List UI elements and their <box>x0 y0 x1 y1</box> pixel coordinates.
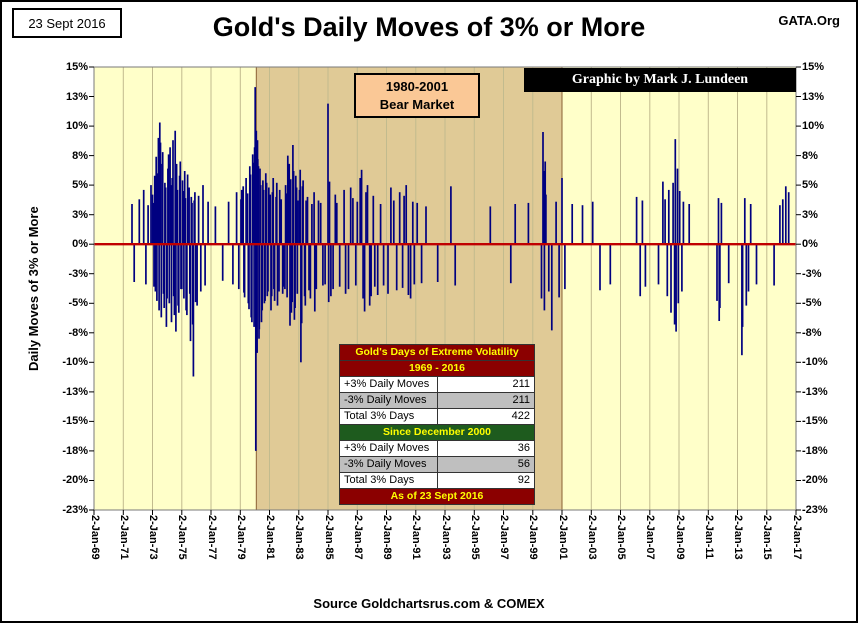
source-label: Source Goldchartsrus.com & COMEX <box>313 596 545 611</box>
y-tick-label-left: 8% <box>72 150 88 162</box>
x-tick-label: 2-Jan-89 <box>381 515 393 560</box>
x-tick-label: 2-Jan-07 <box>644 515 657 560</box>
credit-banner: Graphic by Mark J. Lundeen <box>524 68 796 92</box>
stats-row-value: 422 <box>436 408 535 425</box>
volatility-stats-table: Gold's Days of Extreme Volatility 1969 - … <box>339 344 535 505</box>
x-tick-label: 2-Jan-01 <box>556 515 569 560</box>
x-tick-label: 2-Jan-15 <box>761 515 774 560</box>
stats-title-row: Gold's Days of Extreme Volatility <box>339 344 535 361</box>
x-tick-label: 2-Jan-95 <box>468 515 481 560</box>
date-label: 23 Sept 2016 <box>28 15 106 31</box>
y-tick-label-left: -13% <box>62 386 88 398</box>
x-tick-label: 2-Jan-13 <box>732 515 744 560</box>
y-tick-label-right: 0% <box>802 238 818 250</box>
stats-section-header-row: 1969 - 2016 <box>339 360 535 377</box>
y-tick-label-left: -23% <box>62 504 88 516</box>
x-tick-label: 2-Jan-17 <box>790 515 803 560</box>
x-tick-label: 2-Jan-77 <box>205 515 218 560</box>
y-tick-label-right: -5% <box>802 297 822 309</box>
x-tick-label: 2-Jan-81 <box>264 515 276 560</box>
stats-row-label: Total 3% Days <box>339 472 438 489</box>
y-tick-label-left: -8% <box>68 327 88 339</box>
stats-row-label: -3% Daily Moves <box>339 456 438 473</box>
stats-title: Gold's Days of Extreme Volatility <box>339 344 535 361</box>
x-tick-label: 2-Jan-03 <box>585 515 598 560</box>
y-tick-label-right: 8% <box>802 150 818 162</box>
y-tick-label-right: -20% <box>802 474 828 486</box>
x-tick-label: 2-Jan-93 <box>439 515 452 560</box>
y-tick-label-left: 3% <box>72 209 88 221</box>
stats-row-value: 211 <box>436 376 535 393</box>
x-tick-label: 2-Jan-09 <box>673 515 686 560</box>
date-box: 23 Sept 2016 <box>12 8 122 38</box>
stats-section-header: Since December 2000 <box>339 424 535 441</box>
x-tick-label: 2-Jan-69 <box>88 515 101 560</box>
y-tick-label-right: 13% <box>802 91 825 103</box>
stats-row-label: -3% Daily Moves <box>339 392 438 409</box>
x-tick-label: 2-Jan-91 <box>410 515 423 560</box>
x-tick-label: 2-Jan-75 <box>176 515 189 560</box>
stats-row-label: Total 3% Days <box>339 408 438 425</box>
bear-market-line2: Bear Market <box>379 96 455 112</box>
x-tick-label: 2-Jan-71 <box>117 515 130 560</box>
stats-section-header-row: Since December 2000 <box>339 424 535 441</box>
y-tick-label-left: 5% <box>72 179 88 191</box>
stats-row-value: 56 <box>436 456 535 473</box>
stats-row: Total 3% Days 92 <box>339 472 535 489</box>
stats-row: +3% Daily Moves 36 <box>339 440 535 457</box>
stats-row-label: +3% Daily Moves <box>339 440 438 457</box>
stats-row-value: 211 <box>436 392 535 409</box>
bear-market-annotation: 1980-2001 Bear Market <box>354 73 480 118</box>
x-tick-label: 2-Jan-05 <box>615 515 627 560</box>
page-title: Gold's Daily Moves of 3% or More <box>212 12 646 42</box>
stats-row-value: 36 <box>436 440 535 457</box>
y-tick-label-right: -3% <box>802 268 822 280</box>
stats-footer-row: As of 23 Sept 2016 <box>339 488 535 505</box>
stats-row: +3% Daily Moves 211 <box>339 376 535 393</box>
x-tick-label: 2-Jan-83 <box>293 515 306 560</box>
x-tick-label: 2-Jan-85 <box>322 515 335 560</box>
y-tick-label-right: -15% <box>802 415 828 427</box>
y-tick-label-left: -5% <box>68 297 88 309</box>
y-tick-label-left: -20% <box>62 474 88 486</box>
y-tick-label-left: -15% <box>62 415 88 427</box>
y-tick-label-right: 15% <box>802 61 825 73</box>
stats-row: Total 3% Days 422 <box>339 408 535 425</box>
bear-market-line1: 1980-2001 <box>385 78 449 94</box>
stats-row-label: +3% Daily Moves <box>339 376 438 393</box>
stats-footer: As of 23 Sept 2016 <box>339 488 535 505</box>
stats-row-value: 92 <box>436 472 535 489</box>
x-tick-label: 2-Jan-79 <box>234 515 247 560</box>
y-tick-label-left: -3% <box>68 268 88 280</box>
y-tick-label-right: -13% <box>802 386 828 398</box>
y-tick-label-left: 0% <box>72 238 88 250</box>
x-tick-label: 2-Jan-11 <box>702 515 715 560</box>
stats-row: -3% Daily Moves 56 <box>339 456 535 473</box>
y-tick-label-right: -23% <box>802 504 828 516</box>
y-tick-label-left: -18% <box>62 445 88 457</box>
y-tick-label-left: 13% <box>65 91 88 103</box>
y-tick-label-right: 10% <box>802 120 825 132</box>
y-tick-label-right: 3% <box>802 209 818 221</box>
site-label: GATA.Org <box>778 13 840 28</box>
y-tick-label-left: -10% <box>62 356 88 368</box>
stats-row: -3% Daily Moves 211 <box>339 392 535 409</box>
y-tick-label-right: -18% <box>802 445 828 457</box>
y-tick-label-right: -10% <box>802 356 828 368</box>
y-tick-label-right: -8% <box>802 327 822 339</box>
x-tick-label: 2-Jan-99 <box>527 515 540 560</box>
y-axis-title: Daily Moves of 3% or More <box>26 206 41 371</box>
x-tick-label: 2-Jan-87 <box>351 515 364 560</box>
y-tick-label-right: 5% <box>802 179 818 191</box>
stats-section-header: 1969 - 2016 <box>339 360 535 377</box>
y-tick-label-left: 15% <box>65 61 88 73</box>
x-tick-label: 2-Jan-73 <box>147 515 159 560</box>
y-tick-label-left: 10% <box>65 120 88 132</box>
x-tick-label: 2-Jan-97 <box>498 515 510 560</box>
